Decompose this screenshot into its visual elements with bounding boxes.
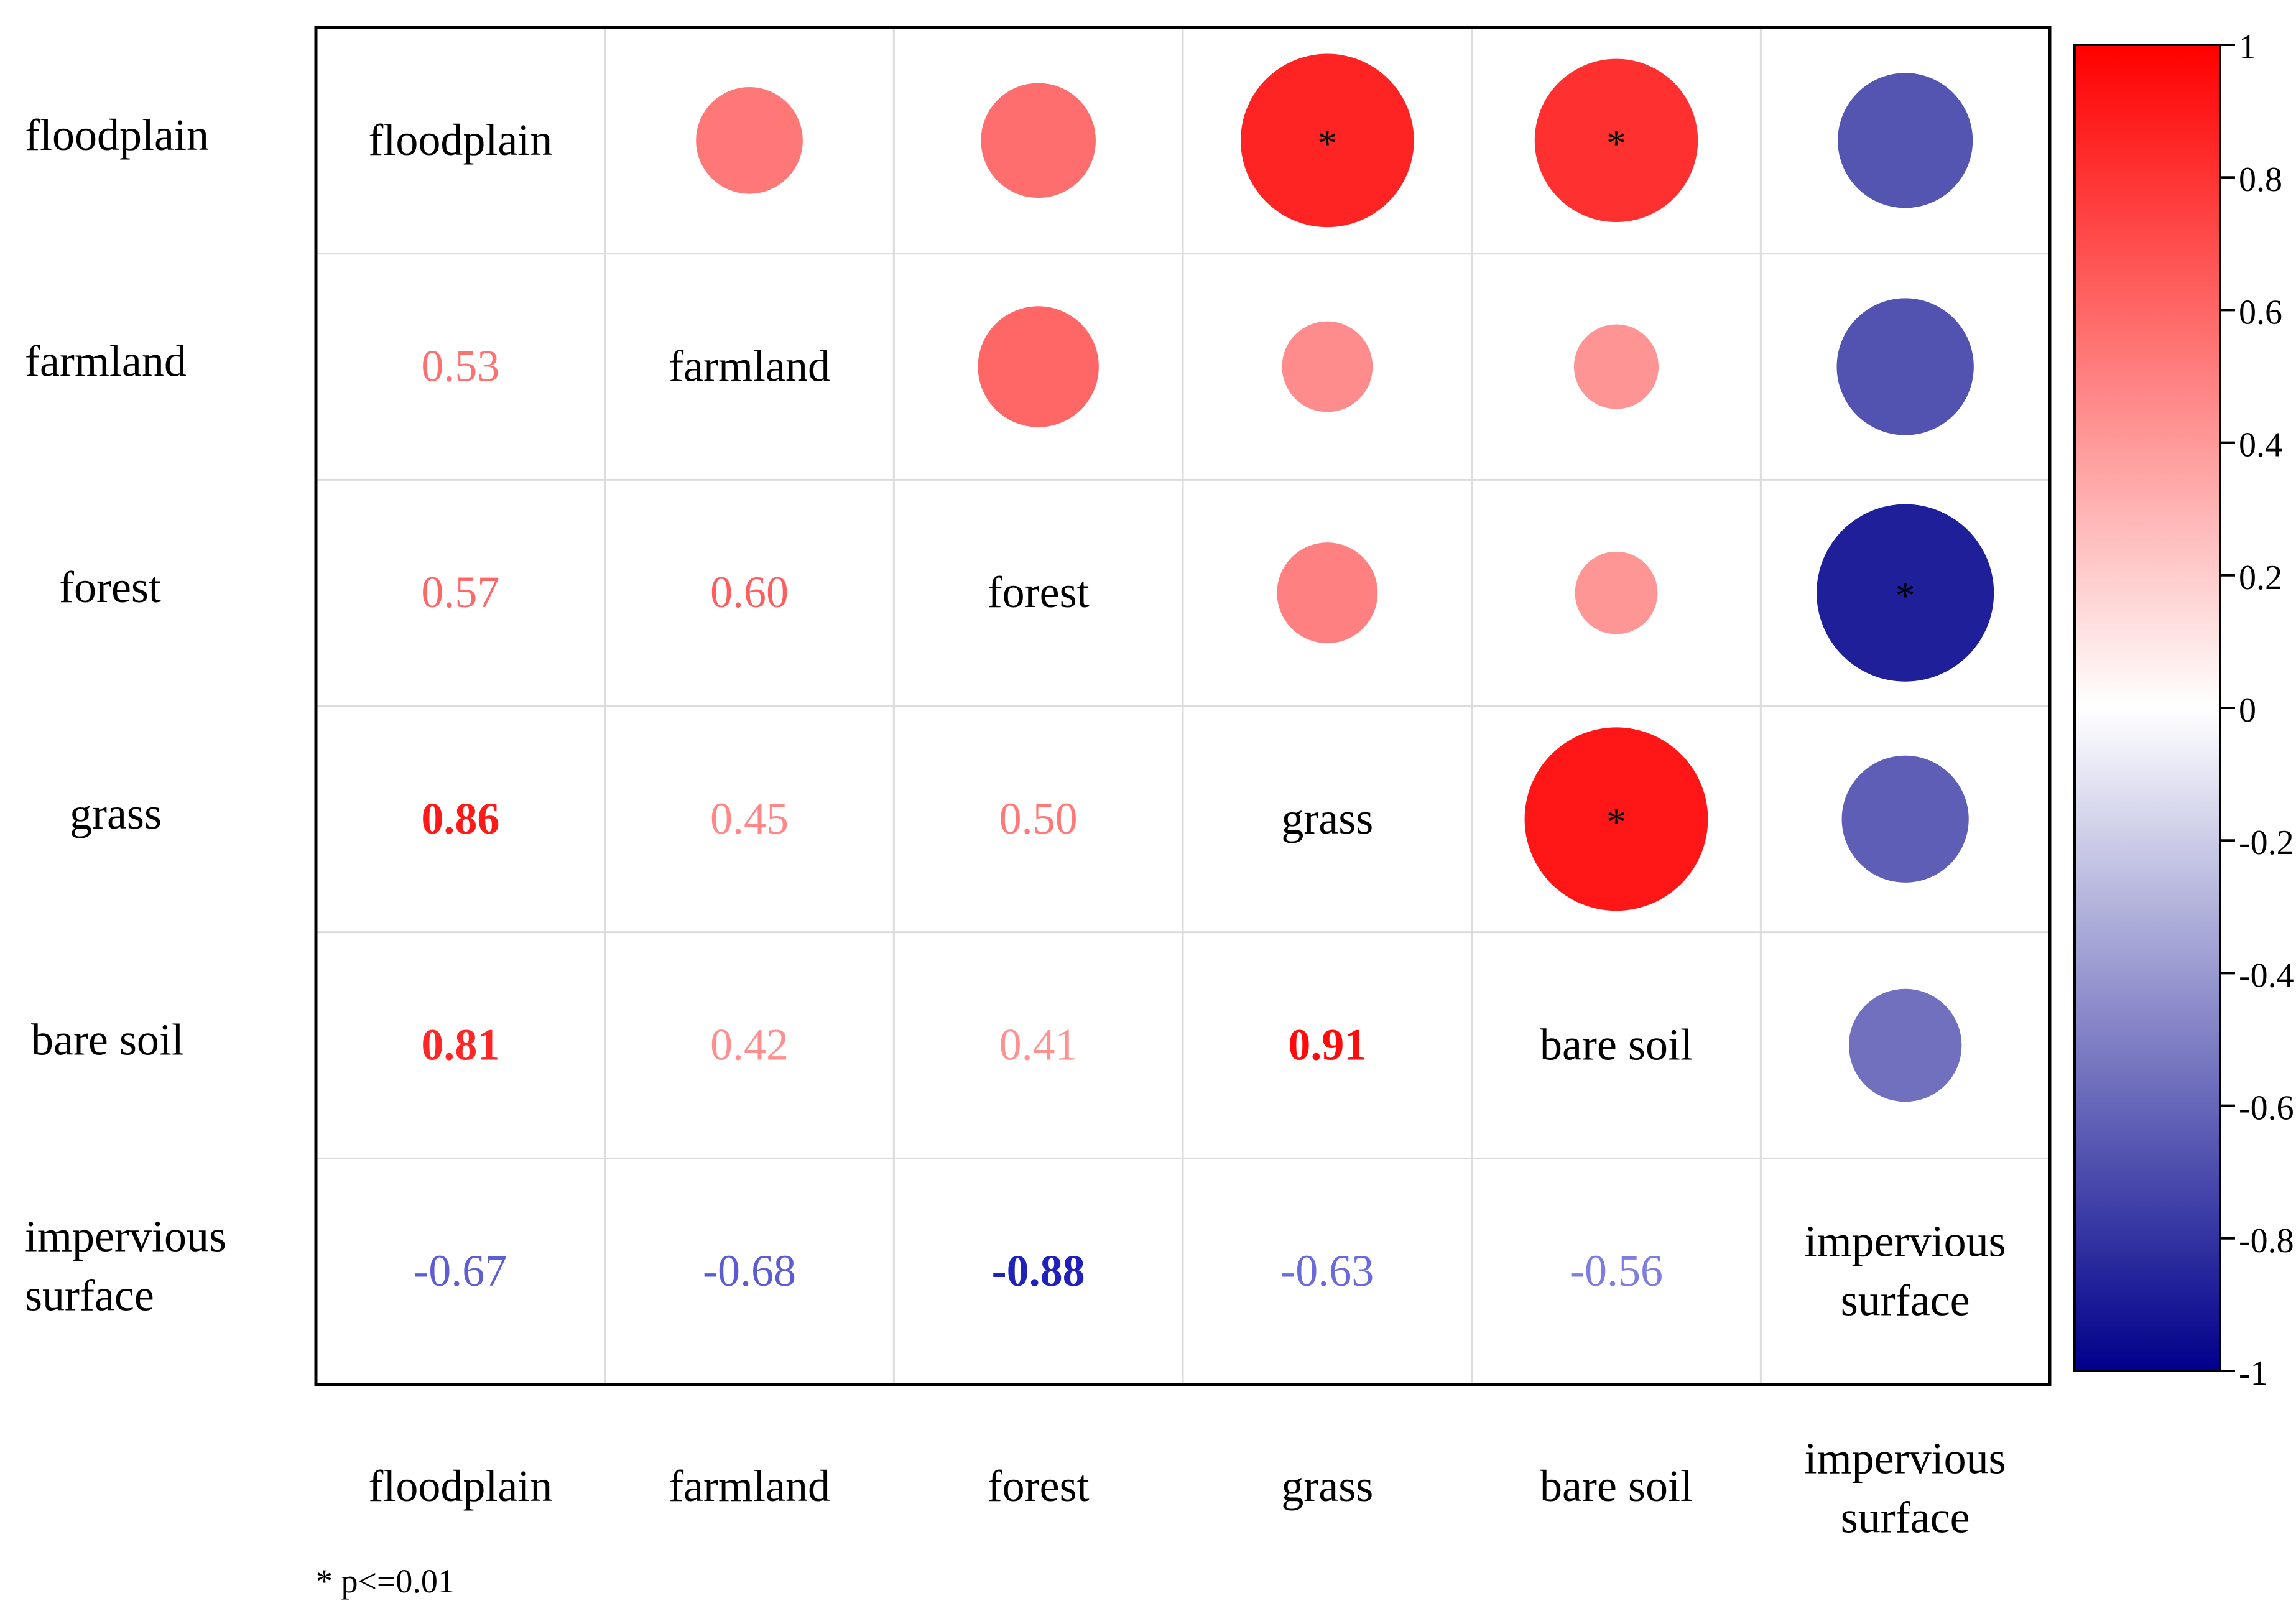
correlation-circle [1836,298,1974,435]
colorbar-tick-label: 1 [2239,28,2256,67]
correlation-value: 0.50 [999,794,1078,843]
row-label-line: forest [59,562,161,612]
matrix-grid [316,27,2050,1385]
row-label-line: surface [25,1271,154,1321]
column-label-line: impervious [1805,1434,2006,1484]
significance-mark: * [1606,800,1626,844]
column-label-line: bare soil [1540,1461,1693,1511]
correlation-value: -0.56 [1570,1246,1663,1296]
colorbar: 1 0.8 0.6 0.4 0.2 0 -0.2 -0.4 -0.6 -0.8 -1 [2073,28,2294,1393]
colorbar-gradient [2073,44,2221,1372]
correlation-value: 0.53 [421,341,499,391]
correlation-circle [1838,73,1973,208]
correlation-circle [1573,324,1659,409]
diagonal-label: forest [988,567,1090,617]
column-label-line: grass [1281,1461,1373,1511]
row-label: floodplain [25,110,209,160]
row-label-line: bare soil [31,1015,184,1065]
footnote: * p<=0.01 [316,1563,455,1600]
column-label: forest [988,1461,1090,1511]
correlation-circle [1282,321,1373,412]
diagonal-label-line: grass [1281,794,1373,843]
diagonal-label-line: farmland [669,341,830,391]
column-label-line: farmland [669,1461,830,1511]
row-label-line: farmland [25,337,187,386]
significance-mark: * [1606,121,1626,165]
colorbar-tick-label: -0.4 [2239,956,2294,995]
diagonal-label-line: surface [1841,1276,1970,1326]
diagonal-label: floodplain [368,115,552,165]
diagonal-label: grass [1281,794,1373,843]
matrix-border [314,26,2052,1386]
row-label: bare soil [31,1015,184,1065]
colorbar-tick-label: 0 [2239,691,2256,730]
diagonal-label: impervious surface [1805,1217,2006,1326]
diagonal-label-line: forest [988,567,1090,617]
row-labels: floodplain farmland forest grass bare soil im… [25,110,226,1321]
colorbar-tick-label: -0.8 [2239,1222,2294,1260]
correlation-value: 0.91 [1288,1020,1366,1070]
correlation-value: 0.57 [421,567,499,617]
correlation-circle [978,306,1099,427]
row-label-line: grass [70,789,162,838]
correlation-circle [1817,504,1994,682]
row-label-line: impervious [25,1212,226,1261]
diagonal-label-line: bare soil [1540,1020,1693,1070]
row-label: impervious surface [25,1212,226,1321]
diagonal-label: bare soil [1540,1020,1693,1070]
column-label: impervious surface [1805,1434,2006,1543]
column-labels: floodplain farmland forest grass bare soil im… [368,1434,2006,1543]
correlation-circle [1575,551,1658,634]
column-label: farmland [669,1461,830,1511]
diagonal-label-line: floodplain [368,115,552,165]
column-label: bare soil [1540,1461,1693,1511]
correlation-circle [1841,755,1969,883]
correlation-circle [1848,988,1962,1102]
correlation-circle [1241,53,1414,228]
correlation-circle [1524,727,1708,911]
colorbar-tick-label: 0.2 [2239,559,2282,597]
correlation-circle [1534,58,1698,223]
column-label: floodplain [368,1461,552,1511]
row-label: forest [59,562,161,612]
correlation-value: -0.67 [414,1246,507,1296]
row-label: farmland [25,337,187,386]
colorbar-tick-label: -0.2 [2239,824,2294,862]
correlation-value: 0.81 [421,1020,499,1070]
column-label-line: surface [1841,1493,1970,1543]
colorbar-tick-label: -0.6 [2239,1089,2294,1128]
column-label: grass [1281,1461,1373,1511]
correlation-value: 0.60 [710,567,789,617]
correlation-value: -0.63 [1280,1246,1374,1296]
column-label-line: forest [988,1461,1090,1511]
significance-mark: * [1317,121,1337,165]
correlation-value: -0.68 [703,1246,796,1296]
row-label: grass [70,789,162,838]
colorbar-tick-label: 0.8 [2239,160,2282,199]
matrix-cells: floodplain * * 0.53 farmland 0.57 0.60 forest * 0… [368,53,2006,1326]
correlation-value: -0.88 [992,1246,1085,1296]
row-label-line: floodplain [25,110,209,160]
correlation-value: 0.41 [999,1020,1078,1070]
correlation-value: 0.86 [421,794,499,843]
correlation-circle [1277,542,1378,644]
correlation-circle [696,86,803,194]
diagonal-label-line: impervious [1805,1217,2006,1266]
correlation-value: 0.45 [710,794,789,843]
correlation-value: 0.42 [710,1020,789,1070]
column-label-line: floodplain [368,1461,552,1511]
colorbar-tick-label: 0.4 [2239,426,2282,465]
correlation-circle [981,83,1096,198]
colorbar-tick-label: 0.6 [2239,293,2282,332]
colorbar-tick-label: -1 [2239,1354,2268,1393]
significance-mark: * [1896,574,1915,618]
diagonal-label: farmland [669,341,830,391]
